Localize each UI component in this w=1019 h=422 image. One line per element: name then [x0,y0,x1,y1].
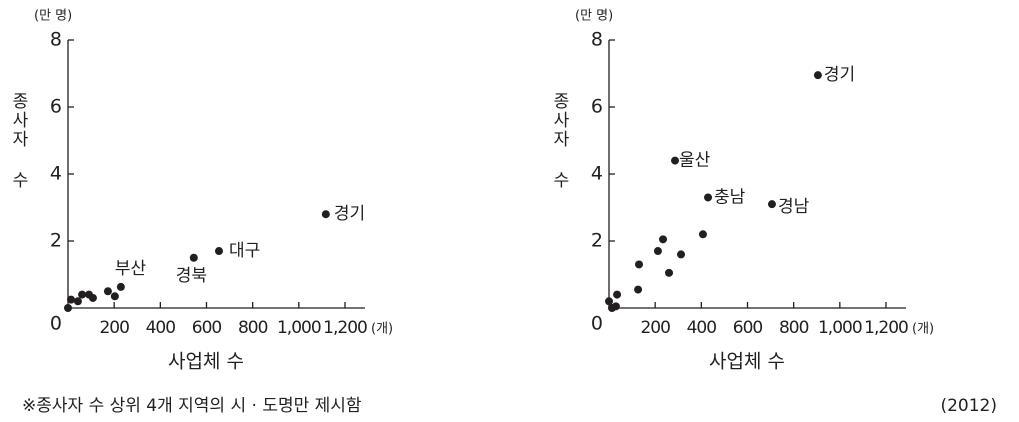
point-label: 대구 [229,241,260,261]
point [67,295,76,304]
point [665,268,674,277]
x-tick-label: 1,200 [323,318,367,338]
point-label: 충남 [714,187,746,207]
point [64,304,72,312]
x-tick-label: 1,200 [864,318,908,338]
y-axis-label: 종사자 수 [8,92,28,190]
y-unit: (만 명) [575,9,613,24]
x-unit: (개) [912,322,934,337]
point-label: 부산 [115,259,147,279]
point [634,285,643,294]
x-tick-label: 1,000 [818,318,862,338]
point [88,293,97,302]
point-label: 경기 [334,204,365,224]
point [214,247,223,256]
y-tick-label: 8 [50,29,62,51]
y-tick-label: 0 [50,313,62,335]
point [605,297,613,306]
x-tick-label: 800 [779,318,809,338]
point-label: 경북 [176,266,207,286]
point [704,193,713,202]
footnote: ※종사자 수 상위 4개 지역의 시 · 도명만 제시함 [22,396,362,416]
point [698,230,707,239]
x-unit: (개) [371,322,393,337]
point [813,71,822,80]
point [671,156,680,165]
axes [608,40,906,309]
point-label: 경남 [778,197,810,217]
y-tick-label: 6 [50,96,62,118]
point [635,260,644,269]
y-unit: (만 명) [34,9,72,24]
point-label: 경기 [824,65,855,85]
y-tick-label: 0 [591,313,603,335]
y-tick-label: 4 [50,163,62,185]
x-tick-label: 600 [733,318,763,338]
y-tick-label: 8 [591,29,603,51]
x-axis-label: 사업체 수 [168,351,244,373]
x-tick-label: 600 [192,318,222,338]
year: (2012) [940,396,997,416]
point [321,210,330,219]
point [103,287,112,296]
point-label: 울산 [679,151,711,171]
point [116,282,125,291]
point [613,290,622,299]
point [110,292,119,301]
y-tick-label: 4 [591,163,603,185]
point [73,297,82,306]
y-tick-label: 2 [591,230,603,252]
x-axis-label: 사업체 수 [709,351,785,373]
point [653,247,662,256]
point [189,253,198,262]
point [767,200,776,209]
y-tick-label: 2 [50,230,62,252]
y-tick-label: 6 [591,96,603,118]
point [659,235,668,244]
x-tick-label: 200 [640,318,670,338]
x-tick-label: 1,000 [277,318,321,338]
x-tick-label: 400 [146,318,176,338]
y-axis-label: 종사자 수 [549,92,569,190]
point [677,250,686,259]
point [611,302,620,311]
x-tick-label: 400 [687,318,717,338]
point [78,290,87,299]
x-tick-label: 800 [238,318,268,338]
axes [67,40,365,309]
x-tick-label: 200 [99,318,129,338]
